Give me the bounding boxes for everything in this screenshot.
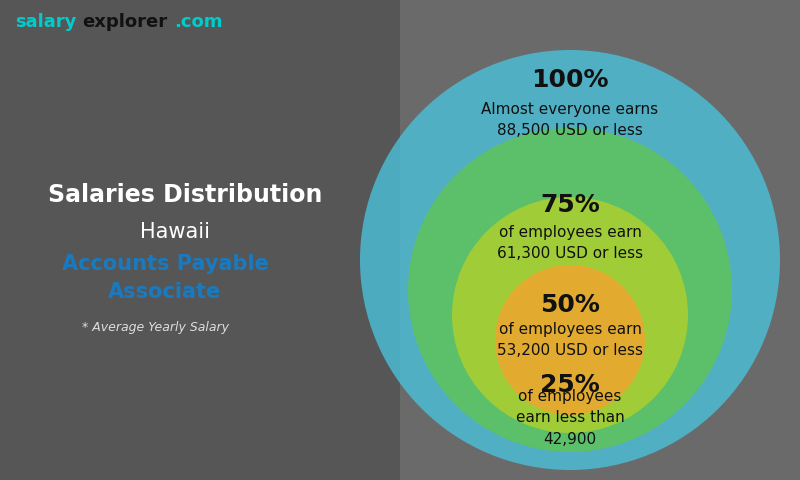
Text: 100%: 100%: [531, 68, 609, 92]
Circle shape: [408, 128, 732, 452]
Text: Almost everyone earns
88,500 USD or less: Almost everyone earns 88,500 USD or less: [482, 102, 658, 138]
Bar: [0, 0, 400, 480]
Text: 50%: 50%: [540, 293, 600, 317]
Text: Hawaii: Hawaii: [140, 222, 210, 242]
Text: 25%: 25%: [540, 373, 600, 397]
Text: Salaries Distribution: Salaries Distribution: [48, 183, 322, 207]
Circle shape: [452, 197, 688, 433]
Text: of employees earn
61,300 USD or less: of employees earn 61,300 USD or less: [497, 225, 643, 261]
Text: 75%: 75%: [540, 193, 600, 217]
Circle shape: [495, 265, 645, 415]
Text: of employees
earn less than
42,900: of employees earn less than 42,900: [516, 389, 624, 446]
Text: of employees earn
53,200 USD or less: of employees earn 53,200 USD or less: [497, 322, 643, 358]
Circle shape: [360, 50, 780, 470]
Text: .com: .com: [174, 13, 222, 31]
Text: Accounts Payable
Associate: Accounts Payable Associate: [62, 254, 269, 302]
Text: explorer: explorer: [82, 13, 167, 31]
Text: salary: salary: [15, 13, 76, 31]
Text: * Average Yearly Salary: * Average Yearly Salary: [82, 322, 229, 335]
